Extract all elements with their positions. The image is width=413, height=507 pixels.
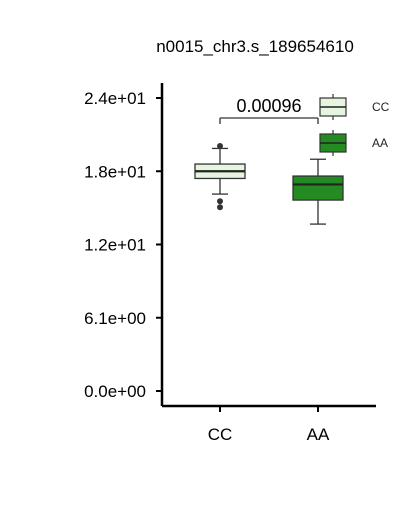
legend-item-aa: AA — [319, 130, 388, 156]
x-axis: CC AA — [162, 404, 376, 444]
y-axis: 0.0e+00 6.1e+00 1.2e+01 1.8e+01 2.4e+01 — [84, 83, 164, 406]
pvalue-bracket: 0.00096 — [219, 96, 319, 124]
outlier-point — [217, 204, 223, 211]
x-tick-label: CC — [208, 425, 233, 444]
y-tick-label: 0.0e+00 — [84, 382, 146, 401]
outlier-point — [217, 143, 223, 150]
box-cc — [194, 143, 246, 211]
legend-item-cc: CC — [319, 94, 390, 120]
y-tick-label: 2.4e+01 — [84, 89, 146, 108]
box-iqr — [292, 175, 344, 201]
y-tick-label: 1.2e+01 — [84, 236, 146, 255]
boxes — [194, 143, 344, 225]
legend: CC AA — [319, 94, 390, 156]
pvalue-label: 0.00096 — [236, 96, 301, 116]
outlier-point — [217, 198, 223, 205]
y-tick-label: 6.1e+00 — [84, 309, 146, 328]
box-aa — [292, 158, 344, 225]
y-tick-label: 1.8e+01 — [84, 162, 146, 181]
chart-title: n0015_chr3.s_189654610 — [156, 37, 354, 56]
x-tick-label: AA — [307, 425, 330, 444]
legend-label: AA — [372, 136, 388, 150]
legend-label: CC — [372, 100, 390, 114]
